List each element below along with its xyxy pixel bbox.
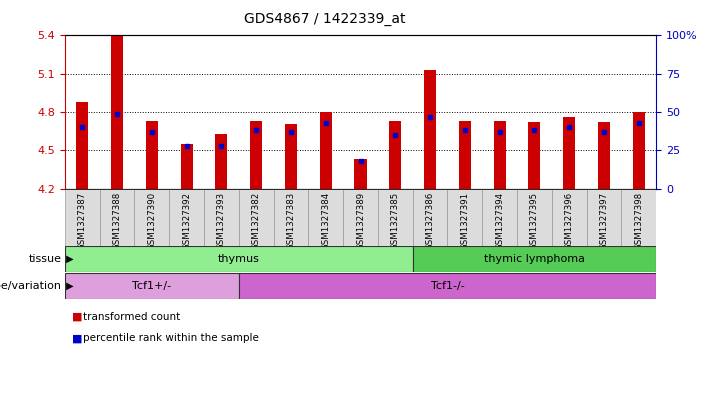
Bar <box>493 121 505 189</box>
Bar <box>319 112 332 189</box>
Bar <box>250 121 262 189</box>
Bar <box>134 189 169 246</box>
Text: tissue: tissue <box>28 254 61 264</box>
Text: GSM1327394: GSM1327394 <box>495 191 504 250</box>
Bar <box>273 189 309 246</box>
Text: GSM1327395: GSM1327395 <box>530 191 539 250</box>
Text: ▶: ▶ <box>63 281 74 291</box>
Text: thymus: thymus <box>218 254 260 264</box>
Bar <box>65 273 239 299</box>
Bar <box>448 189 482 246</box>
Bar <box>517 189 552 246</box>
Bar <box>552 189 587 246</box>
Bar <box>76 102 89 189</box>
Bar <box>528 122 541 189</box>
Bar <box>389 121 402 189</box>
Bar <box>482 189 517 246</box>
Text: GSM1327396: GSM1327396 <box>565 191 574 250</box>
Text: ▶: ▶ <box>63 254 74 264</box>
Text: transformed count: transformed count <box>83 312 180 322</box>
Bar <box>216 134 228 189</box>
Bar <box>239 273 656 299</box>
Bar <box>309 189 343 246</box>
Text: GSM1327398: GSM1327398 <box>634 191 643 250</box>
Bar <box>459 121 471 189</box>
Text: GSM1327386: GSM1327386 <box>425 191 435 250</box>
Bar <box>169 189 204 246</box>
Bar <box>355 159 366 189</box>
Bar <box>65 189 99 246</box>
Text: GSM1327382: GSM1327382 <box>252 191 261 250</box>
Bar <box>378 189 412 246</box>
Bar <box>146 121 158 189</box>
Bar <box>622 189 656 246</box>
Bar <box>598 122 610 189</box>
Text: GDS4867 / 1422339_at: GDS4867 / 1422339_at <box>244 12 405 26</box>
Bar <box>180 144 193 189</box>
Text: GSM1327393: GSM1327393 <box>217 191 226 250</box>
Bar <box>563 117 575 189</box>
Bar <box>239 189 273 246</box>
Text: GSM1327390: GSM1327390 <box>147 191 156 250</box>
Bar <box>412 246 656 272</box>
Bar <box>632 112 645 189</box>
Bar <box>204 189 239 246</box>
Bar <box>99 189 134 246</box>
Text: Tcf1-/-: Tcf1-/- <box>430 281 464 291</box>
Text: GSM1327385: GSM1327385 <box>391 191 399 250</box>
Bar <box>587 189 622 246</box>
Text: Tcf1+/-: Tcf1+/- <box>132 281 172 291</box>
Bar <box>65 246 412 272</box>
Text: percentile rank within the sample: percentile rank within the sample <box>83 333 259 343</box>
Bar <box>285 123 297 189</box>
Text: GSM1327392: GSM1327392 <box>182 191 191 250</box>
Text: GSM1327388: GSM1327388 <box>112 191 122 250</box>
Text: GSM1327384: GSM1327384 <box>322 191 330 250</box>
Text: ■: ■ <box>72 312 86 322</box>
Bar <box>343 189 378 246</box>
Bar <box>111 35 123 189</box>
Bar <box>424 70 436 189</box>
Text: ■: ■ <box>72 333 86 343</box>
Text: GSM1327389: GSM1327389 <box>356 191 365 250</box>
Bar <box>412 189 448 246</box>
Text: GSM1327391: GSM1327391 <box>460 191 469 250</box>
Text: GSM1327383: GSM1327383 <box>286 191 296 250</box>
Text: GSM1327397: GSM1327397 <box>599 191 609 250</box>
Text: genotype/variation: genotype/variation <box>0 281 61 291</box>
Text: thymic lymphoma: thymic lymphoma <box>484 254 585 264</box>
Text: GSM1327387: GSM1327387 <box>78 191 87 250</box>
